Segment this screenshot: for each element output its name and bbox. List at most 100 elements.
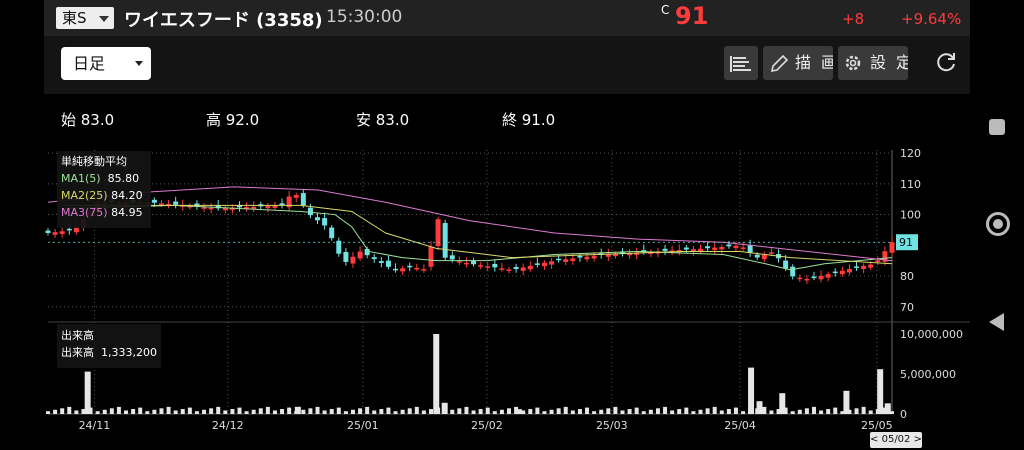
volume-bar bbox=[535, 407, 540, 414]
candle-body bbox=[478, 265, 484, 267]
volume-bar bbox=[145, 411, 150, 414]
volume-bar bbox=[308, 408, 313, 414]
candle-body bbox=[251, 206, 257, 209]
volume-bar bbox=[280, 409, 285, 414]
volume-bar bbox=[457, 408, 462, 414]
ma-legend-title: 単純移動平均 bbox=[61, 155, 127, 168]
volume-bar bbox=[152, 409, 157, 414]
volume-bar bbox=[840, 411, 845, 414]
volume-bar bbox=[53, 409, 58, 414]
volume-bar bbox=[762, 406, 767, 414]
candle-body bbox=[783, 260, 789, 269]
volume-bar bbox=[819, 410, 824, 414]
volume-bar bbox=[365, 406, 370, 414]
volume-bar bbox=[515, 409, 522, 414]
candle-body bbox=[747, 245, 753, 253]
crosshair-date-flag[interactable]: < 05/02 > bbox=[870, 432, 922, 448]
candle-body bbox=[733, 245, 739, 249]
candle-body bbox=[818, 275, 824, 280]
price-chart[interactable]: 120 110 100 80 70 91 10,000,000 5,000,000 0 24/11… bbox=[44, 146, 970, 450]
volume-bar bbox=[329, 409, 334, 414]
app-window: 東S ワイエスフード (3358) 15:30:00 C 91 +8 +9.64… bbox=[44, 0, 970, 450]
candle-body bbox=[846, 268, 852, 273]
current-price-tag bbox=[896, 234, 918, 251]
volume-bar bbox=[641, 411, 646, 414]
candle-body bbox=[428, 246, 434, 267]
volume-bar bbox=[868, 410, 873, 414]
volume-bar bbox=[471, 410, 476, 414]
market-select[interactable]: 東S bbox=[56, 7, 114, 29]
volume-bar bbox=[521, 410, 526, 414]
candle-body bbox=[471, 260, 477, 265]
volume-bar bbox=[173, 410, 178, 414]
volume-bar bbox=[585, 407, 590, 414]
candle-body bbox=[300, 193, 306, 206]
back-icon[interactable] bbox=[989, 313, 1004, 331]
volume-bar bbox=[216, 406, 221, 414]
candle-body bbox=[201, 207, 207, 209]
reload-icon[interactable] bbox=[934, 50, 958, 74]
volume-bar bbox=[833, 407, 838, 414]
candle-body bbox=[726, 244, 732, 247]
market-select-value: 東S bbox=[62, 9, 87, 27]
chevron-down-icon bbox=[99, 16, 109, 22]
candle-body bbox=[492, 263, 498, 268]
volume-bar bbox=[485, 407, 490, 414]
volume-bar bbox=[663, 406, 668, 414]
candle-body bbox=[754, 254, 760, 258]
price-tick-label: 110 bbox=[900, 178, 921, 191]
settings-button[interactable]: 設定 bbox=[838, 46, 908, 80]
indicator-list-button[interactable] bbox=[724, 46, 758, 80]
candle-body bbox=[187, 205, 193, 208]
candle-body bbox=[371, 257, 377, 260]
draw-button[interactable]: 描画 bbox=[763, 46, 833, 80]
chart-toolbar: 日足 描画 設定 bbox=[44, 36, 970, 94]
candle-body bbox=[534, 263, 540, 265]
ma1-label: MA1(5) bbox=[61, 172, 101, 185]
gear-icon bbox=[845, 55, 861, 71]
moving-average-line bbox=[64, 204, 893, 265]
volume-bar bbox=[528, 409, 533, 414]
volume-bar bbox=[194, 411, 199, 414]
volume-bar bbox=[209, 408, 214, 414]
volume-bar bbox=[67, 406, 72, 414]
volume-bar bbox=[779, 393, 786, 414]
home-icon[interactable] bbox=[986, 212, 1010, 236]
candle-body bbox=[811, 276, 817, 279]
recent-apps-icon[interactable] bbox=[989, 119, 1005, 135]
candle-body bbox=[414, 267, 420, 270]
period-select[interactable]: 日足 bbox=[61, 47, 151, 80]
volume-label: 出来高 bbox=[61, 346, 94, 359]
moving-average-legend: 単純移動平均 MA1(5) 85.80 MA2(25) 84.20 MA3(75… bbox=[57, 151, 151, 228]
volume-bar bbox=[719, 410, 724, 414]
volume-bar bbox=[684, 407, 689, 414]
volume-bar bbox=[655, 408, 660, 414]
volume-bar bbox=[336, 407, 341, 414]
volume-bar bbox=[230, 409, 235, 414]
volume-bar bbox=[797, 409, 802, 414]
candle-body bbox=[378, 261, 384, 263]
candle-body bbox=[861, 265, 867, 269]
candle-body bbox=[229, 207, 235, 210]
candle-body bbox=[350, 256, 356, 264]
pencil-icon bbox=[770, 54, 789, 73]
volume-tick-label: 10,000,000 bbox=[900, 328, 963, 341]
candle-body bbox=[556, 258, 562, 261]
candle-body bbox=[690, 249, 696, 252]
candle-body bbox=[385, 260, 391, 267]
ma3-label: MA3(75) bbox=[61, 206, 108, 219]
volume-bar bbox=[84, 371, 91, 414]
volume-bar bbox=[854, 408, 859, 414]
last-trade-time: 15:30:00 bbox=[326, 7, 403, 27]
volume-bar bbox=[556, 408, 561, 414]
volume-bar bbox=[159, 408, 164, 414]
volume-bar bbox=[315, 406, 320, 414]
candle-body bbox=[66, 228, 72, 231]
x-axis-label: 25/01 bbox=[347, 419, 379, 432]
candle-body bbox=[761, 254, 767, 260]
candle-body bbox=[151, 199, 157, 203]
volume-bar bbox=[166, 406, 171, 414]
candle-body bbox=[307, 207, 313, 216]
volume-bar bbox=[265, 406, 270, 414]
price-tick-label: 80 bbox=[900, 270, 914, 283]
